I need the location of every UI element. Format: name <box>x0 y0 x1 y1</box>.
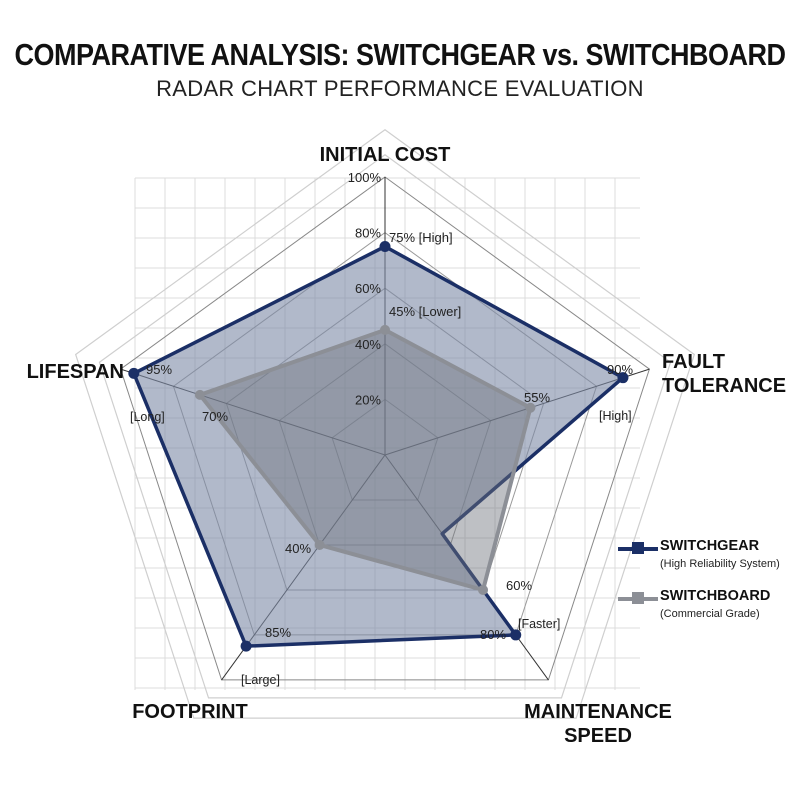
axis-title-maintenance-speed: MAINTENANCE <box>524 701 672 723</box>
tick-label: 60% <box>355 281 381 296</box>
point-label-switchgear: 95% <box>146 362 172 377</box>
legend-desc-switchboard: (Commercial Grade) <box>660 608 760 620</box>
axis-title-initial-cost: INITIAL COST <box>320 144 451 166</box>
point-switchboard <box>314 539 325 550</box>
axis-title-maintenance-speed: SPEED <box>564 725 632 747</box>
qualifier-label: [Long] <box>130 410 165 424</box>
tick-label: 80% <box>355 226 381 241</box>
point-switchboard <box>380 324 390 335</box>
legend-item-switchgear[interactable]: SWITCHGEAR (High Reliability System) <box>618 538 788 588</box>
tick-label: 20% <box>355 392 381 407</box>
point-label-switchgear: 85% <box>265 625 291 640</box>
point-switchgear <box>128 367 140 379</box>
point-switchgear <box>379 241 391 252</box>
point-label-switchboard: 55% <box>524 390 550 405</box>
legend-swatch-switchgear <box>618 542 658 554</box>
point-label-switchgear: 90% <box>607 362 633 377</box>
point-switchgear <box>510 629 522 641</box>
point-switchboard <box>478 584 489 595</box>
axis-title-fault-tolerance: FAULT <box>662 351 725 373</box>
legend-label-switchboard: SWITCHBOARD <box>660 588 771 604</box>
tick-label: 40% <box>355 337 381 352</box>
point-switchboard <box>194 389 205 400</box>
point-label-switchboard: 60% <box>506 578 532 593</box>
series-switchboard-area <box>197 327 533 592</box>
axis-title-lifespan: LIFESPAN <box>27 361 124 383</box>
point-switchboard <box>525 402 536 413</box>
point-label-switchgear: 80% <box>480 627 506 642</box>
qualifier-label: [Large] <box>241 673 280 687</box>
legend-swatch-switchboard <box>618 592 658 604</box>
qualifier-label: [High] <box>599 409 632 423</box>
legend-item-switchboard[interactable]: SWITCHBOARD (Commercial Grade) <box>618 588 788 638</box>
outer-frame-1 <box>74 128 696 719</box>
point-label-switchboard: 45% [Lower] <box>389 304 461 319</box>
chart-subtitle: RADAR CHART PERFORMANCE EVALUATION <box>156 76 644 101</box>
ring-100 <box>120 176 650 681</box>
point-switchgear <box>240 640 252 652</box>
qualifier-label: [Faster] <box>518 617 560 631</box>
point-switchgear <box>617 372 629 384</box>
axis-title-fault-tolerance: TOLERANCE <box>662 375 786 397</box>
outer-frame-0 <box>98 154 672 699</box>
point-label-switchboard: 70% <box>202 409 228 424</box>
legend: SWITCHGEAR (High Reliability System) SWI… <box>618 538 788 638</box>
legend-desc-switchgear: (High Reliability System) <box>660 558 780 570</box>
point-label-switchgear: 75% [High] <box>389 230 453 245</box>
axis-title-footprint: FOOTPRINT <box>132 701 248 723</box>
point-label-switchboard: 40% <box>285 541 311 556</box>
tick-label: 100% <box>348 170 382 185</box>
legend-label-switchgear: SWITCHGEAR <box>660 538 760 554</box>
chart-title: COMPARATIVE ANALYSIS: SWITCHGEAR vs. SWI… <box>14 38 786 72</box>
